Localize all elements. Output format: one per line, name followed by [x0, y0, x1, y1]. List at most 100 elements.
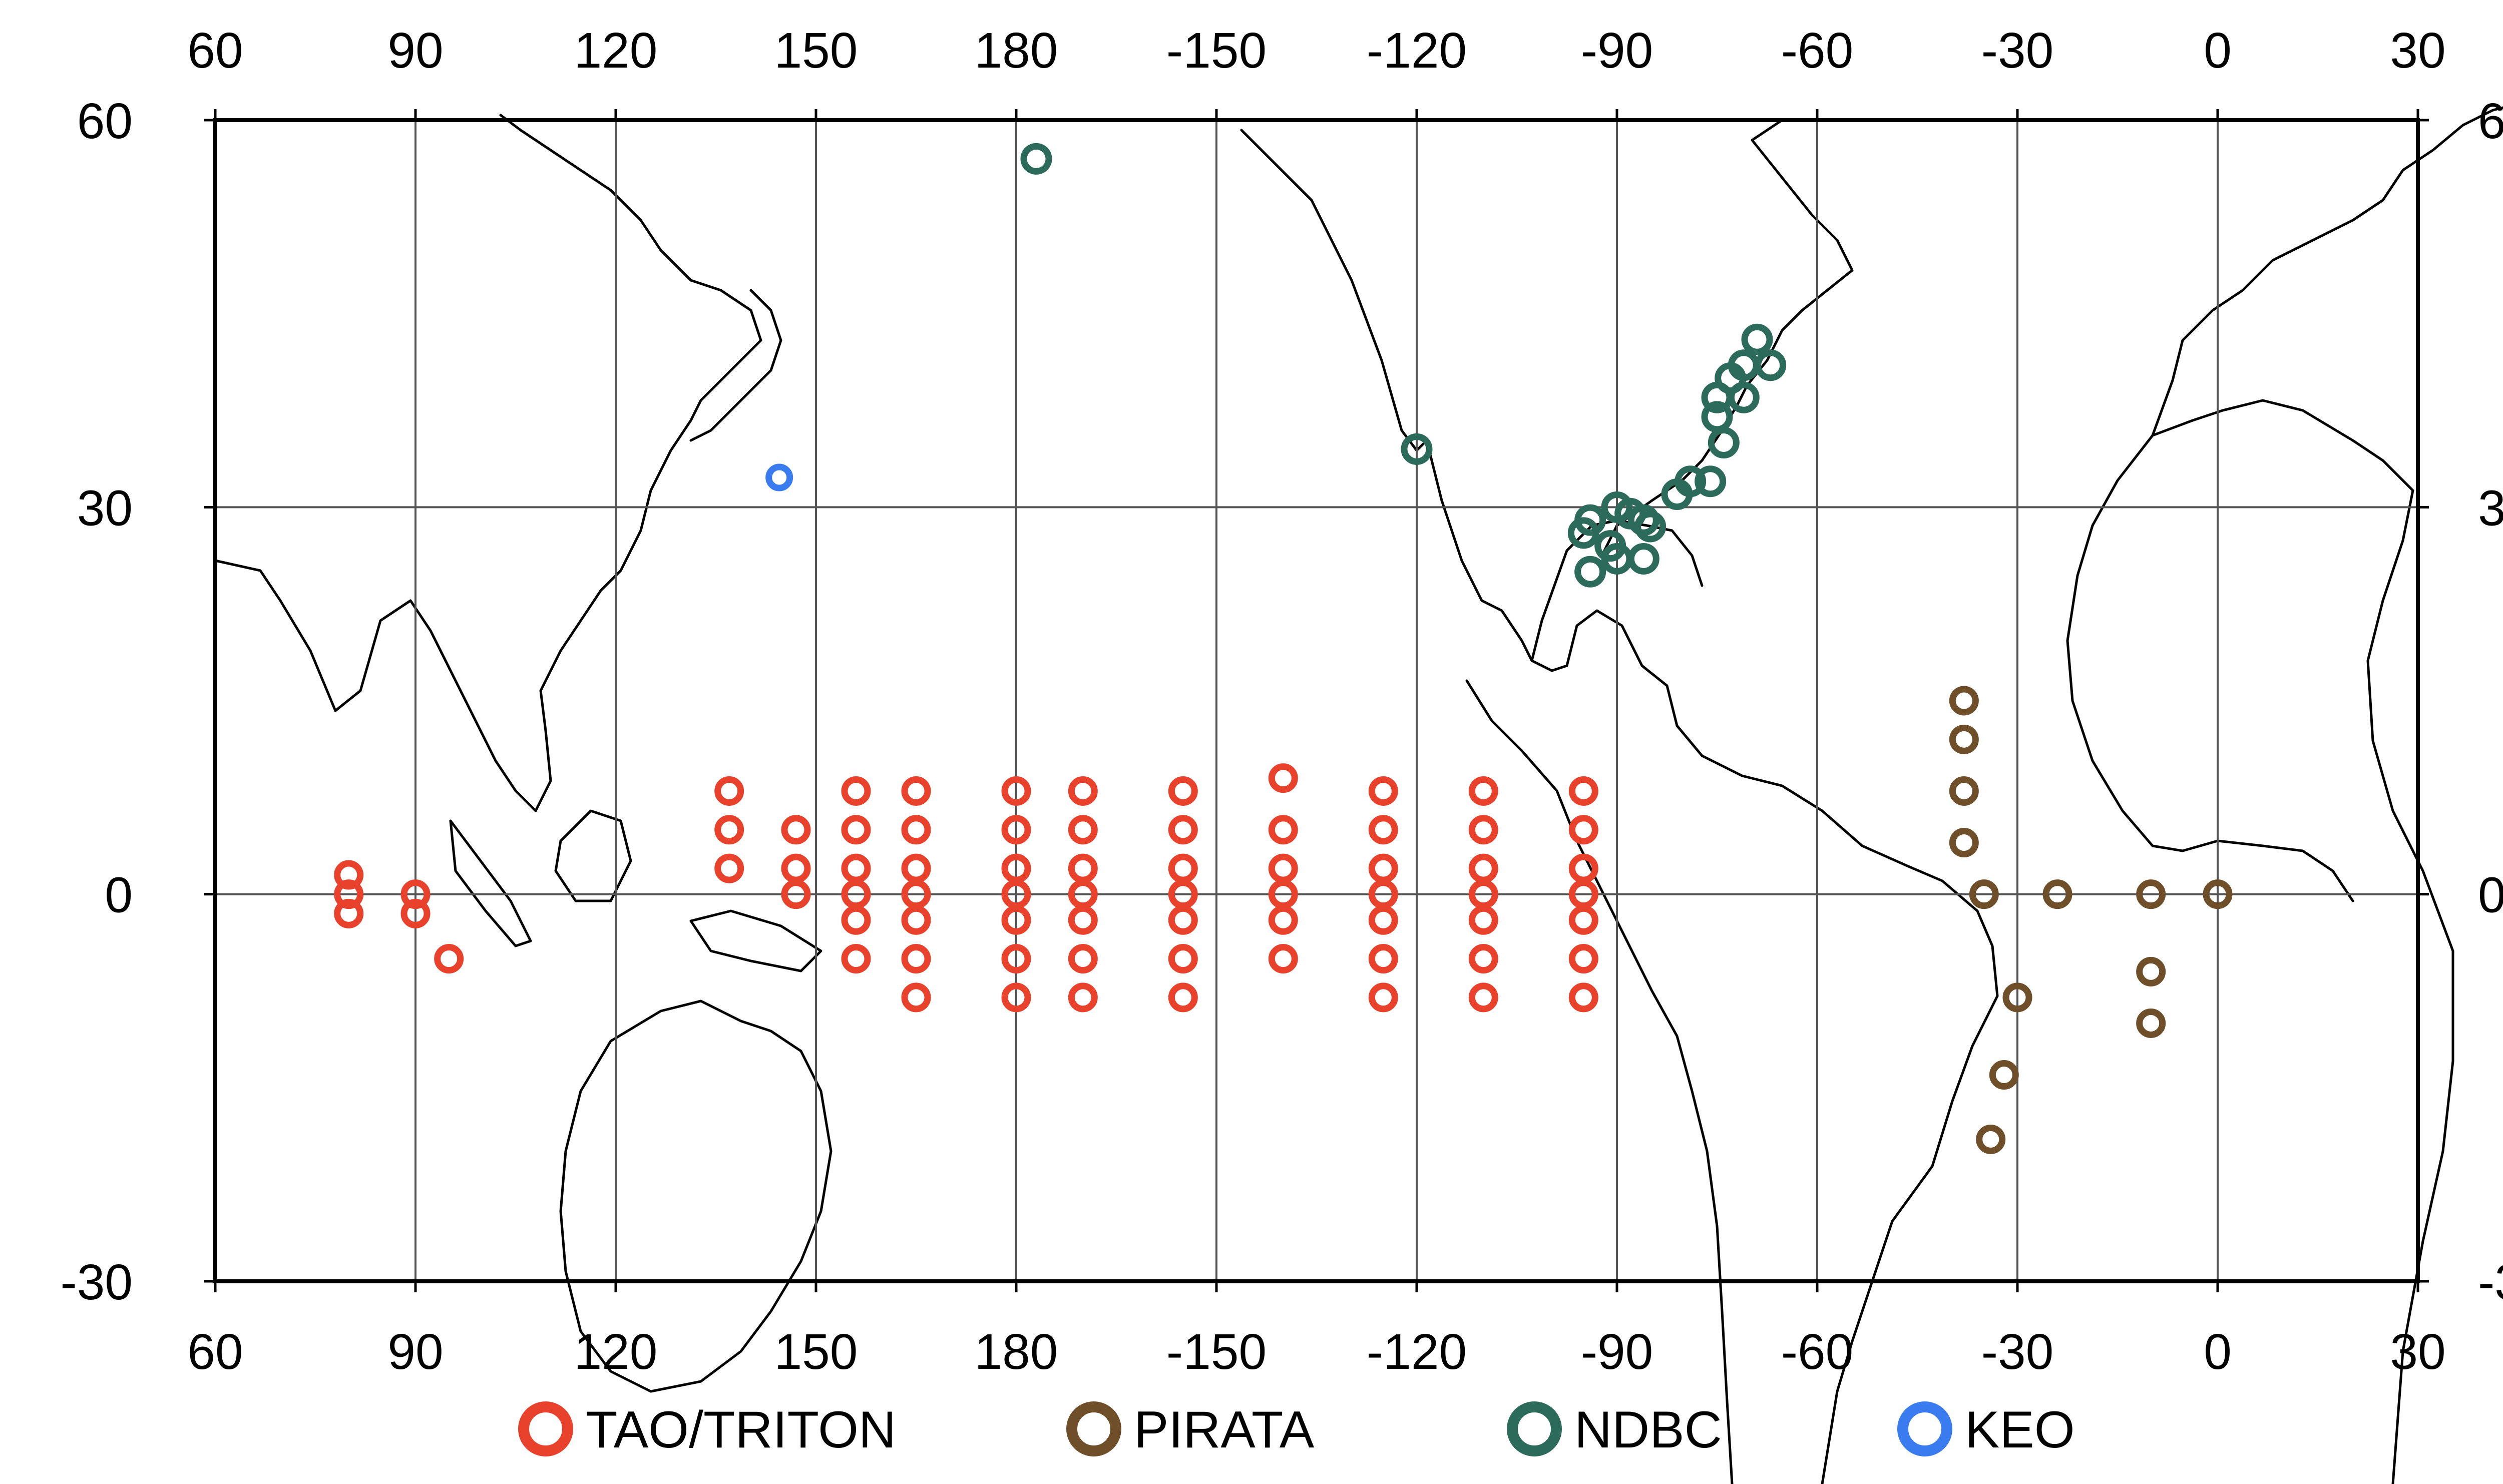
buoy-marker-tao-triton	[334, 898, 364, 928]
coastline-new-guinea	[689, 909, 822, 972]
x-tick-label-bottom: -90	[1581, 1324, 1653, 1380]
buoy-marker-tao-triton	[1268, 944, 1298, 974]
buoy-marker-tao-triton	[781, 853, 811, 883]
x-tick-label-top: -60	[1781, 23, 1854, 79]
x-tick-label-top: -90	[1581, 23, 1653, 79]
buoy-marker-ndbc	[1020, 143, 1052, 175]
buoy-marker-tao-triton	[1368, 905, 1398, 935]
coastline-japan	[689, 289, 782, 442]
buoy-marker-tao-triton	[901, 776, 931, 806]
buoy-marker-ndbc	[1574, 556, 1606, 588]
buoy-marker-pirata	[1949, 724, 1979, 754]
buoy-marker-pirata	[2002, 982, 2032, 1013]
buoy-marker-tao-triton	[1268, 763, 1298, 793]
buoy-marker-tao-triton	[1368, 982, 1398, 1013]
buoy-marker-tao-triton	[1168, 982, 1198, 1013]
buoy-marker-tao-triton	[841, 944, 871, 974]
x-tick-label-top: -150	[1166, 23, 1267, 79]
x-tick-label-bottom: -120	[1367, 1324, 1467, 1380]
y-tick-label-left: 0	[105, 867, 133, 923]
buoy-marker-tao-triton	[1268, 815, 1298, 845]
y-tick-label-right: 0	[2478, 867, 2503, 923]
buoy-marker-pirata	[2136, 879, 2166, 909]
x-tick-label-top: -30	[1981, 23, 2054, 79]
buoy-marker-tao-triton	[434, 944, 464, 974]
graticule	[215, 120, 2418, 1281]
buoy-marker-pirata	[1949, 686, 1979, 716]
buoy-marker-tao-triton	[1368, 944, 1398, 974]
x-tick-label-top: 60	[187, 23, 243, 79]
buoy-marker-pirata	[2042, 879, 2072, 909]
buoy-marker-tao-triton	[1468, 905, 1498, 935]
buoy-marker-tao-triton	[1001, 982, 1031, 1013]
map-border	[213, 118, 2420, 1283]
x-tick-label-top: 30	[2390, 23, 2445, 79]
buoy-marker-tao-triton	[1368, 815, 1398, 845]
y-tick-label-left: 60	[77, 93, 133, 149]
buoy-marker-tao-triton	[781, 879, 811, 909]
coastline-west-africa	[2066, 524, 2354, 902]
buoy-marker-tao-triton	[841, 853, 871, 883]
y-tick-label-left: 30	[77, 480, 133, 536]
coastline-sumatra	[449, 819, 532, 947]
buoy-marker-tao-triton	[1168, 944, 1198, 974]
buoy-marker-pirata	[2136, 956, 2166, 986]
buoy-marker-tao-triton	[841, 905, 871, 935]
buoy-marker-ndbc	[1695, 465, 1727, 498]
buoy-marker-pirata	[2136, 1008, 2166, 1038]
buoy-marker-tao-triton	[1168, 776, 1198, 806]
coastline-asia	[214, 114, 762, 812]
legend: TAO/TRITON PIRATA NDBC KEO	[518, 1401, 2075, 1459]
buoy-marker-tao-triton	[1568, 905, 1598, 935]
buoy-marker-pirata	[1969, 879, 1999, 909]
x-tick-label-top: 0	[2204, 23, 2232, 79]
buoy-marker-ndbc	[1634, 511, 1666, 543]
legend-marker-ndbc	[1507, 1401, 1562, 1456]
buoy-marker-pirata	[2203, 879, 2233, 909]
buoy-marker-tao-triton	[1468, 853, 1498, 883]
buoy-marker-tao-triton	[1068, 853, 1098, 883]
buoy-marker-tao-triton	[1068, 905, 1098, 935]
buoy-marker-tao-triton	[334, 879, 364, 909]
buoy-marker-tao-triton	[901, 982, 931, 1013]
buoy-marker-tao-triton	[901, 815, 931, 845]
buoy-marker-tao-triton	[1068, 815, 1098, 845]
x-tick-label-bottom: -150	[1166, 1324, 1267, 1380]
buoy-marker-tao-triton	[400, 879, 431, 909]
buoy-marker-ndbc	[1627, 543, 1659, 575]
buoy-marker-ndbc	[1627, 504, 1659, 536]
buoy-marker-tao-triton	[841, 815, 871, 845]
y-tick-label-right: 30	[2478, 480, 2503, 536]
x-tick-label-bottom: 60	[187, 1324, 243, 1380]
buoy-marker-tao-triton	[1368, 776, 1398, 806]
legend-marker-tao-triton	[518, 1401, 573, 1456]
buoy-marker-tao-triton	[1468, 944, 1498, 974]
x-tick-label-top: 180	[975, 23, 1058, 79]
buoy-marker-tao-triton	[1068, 944, 1098, 974]
buoy-marker-tao-triton	[781, 815, 811, 845]
buoy-marker-ndbc	[1574, 504, 1606, 536]
buoy-marker-ndbc	[1728, 381, 1760, 413]
buoy-marker-tao-triton	[901, 905, 931, 935]
buoy-marker-tao-triton	[1168, 815, 1198, 845]
legend-marker-keo	[1897, 1401, 1952, 1456]
coastline-north-america-east	[1600, 119, 1854, 557]
coastline-africa	[2091, 399, 2454, 1484]
coastlines	[214, 106, 2503, 1484]
buoy-markers	[334, 143, 2233, 1154]
buoy-marker-tao-triton	[1068, 776, 1098, 806]
x-tick-label-bottom: -60	[1781, 1324, 1854, 1380]
x-tick-label-bottom: 30	[2390, 1324, 2445, 1380]
buoy-marker-tao-triton	[1001, 905, 1031, 935]
buoy-marker-tao-triton	[841, 776, 871, 806]
x-tick-label-bottom: 150	[774, 1324, 858, 1380]
buoy-marker-tao-triton	[1568, 982, 1598, 1013]
coastline-borneo	[554, 809, 632, 902]
buoy-marker-tao-triton	[1001, 815, 1031, 845]
buoy-marker-tao-triton	[714, 815, 744, 845]
buoy-marker-tao-triton	[714, 853, 744, 883]
buoy-marker-ndbc	[1701, 401, 1733, 433]
buoy-marker-ndbc	[1755, 349, 1787, 381]
buoy-marker-tao-triton	[1168, 905, 1198, 935]
